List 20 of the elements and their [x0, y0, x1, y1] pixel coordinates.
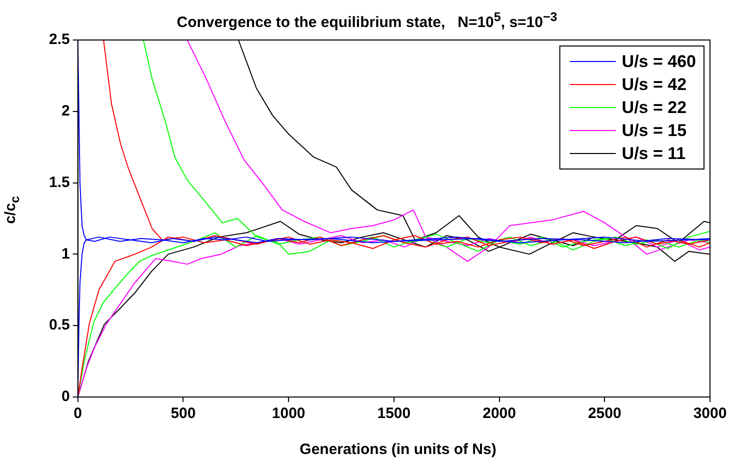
y-tick-label: 0.5	[48, 316, 70, 334]
legend-label: U/s = 42	[622, 75, 687, 94]
legend-label: U/s = 15	[622, 121, 687, 140]
y-tick-label: 2.5	[48, 31, 70, 48]
legend-label: U/s = 460	[622, 52, 696, 72]
legend-label: U/s = 11	[622, 144, 686, 164]
x-tick-label: 500	[170, 405, 196, 422]
x-tick-label: 2500	[588, 405, 622, 422]
x-tick-label: 0	[74, 405, 82, 422]
y-tick-label: 2	[62, 102, 70, 120]
x-tick-label: 1500	[377, 405, 411, 422]
y-tick-label: 0	[62, 388, 70, 406]
y-tick-label: 1	[62, 245, 70, 262]
x-axis-title: Generations (in units of Ns)	[298, 441, 498, 458]
x-tick-label: 3000	[693, 405, 727, 422]
y-tick-label: 1.5	[48, 174, 70, 191]
legend-label: U/s = 22	[622, 98, 687, 118]
x-tick-label: 1000	[272, 405, 306, 422]
chart-title: Convergence to the equilibrium state, N=10$^{5}$, s=10$^{−3}$	[176, 10, 558, 31]
x-tick-label: 2000	[482, 405, 516, 422]
